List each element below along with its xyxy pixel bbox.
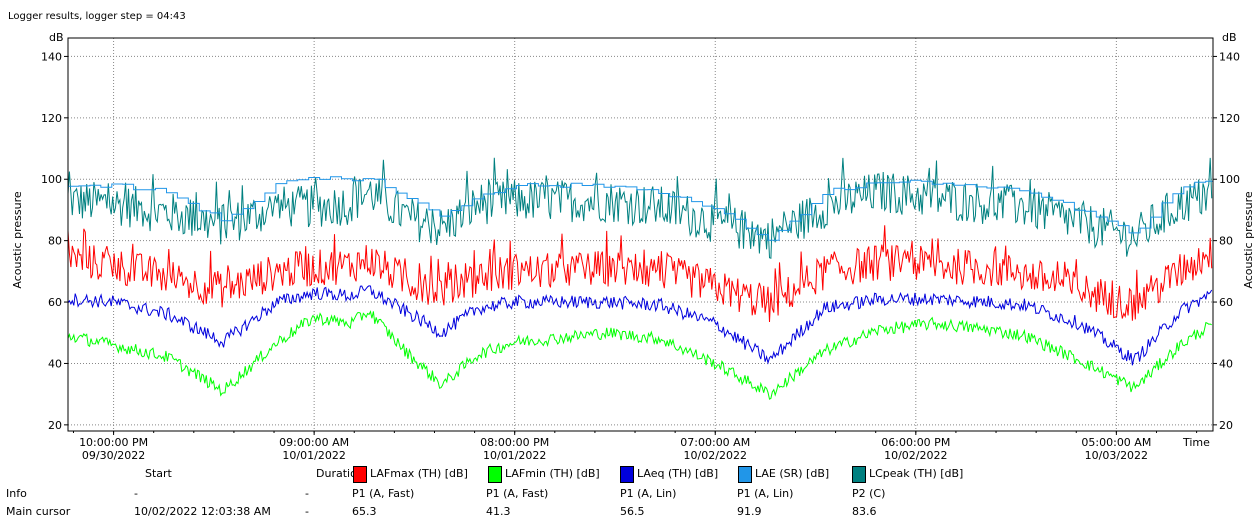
x-tick-label-date: 10/02/2022 bbox=[884, 449, 947, 462]
series-lines bbox=[67, 157, 1213, 400]
x-tick-label-date: 10/01/2022 bbox=[483, 449, 546, 462]
left-unit-label: dB bbox=[49, 31, 64, 44]
x-tick-label-date: 10/01/2022 bbox=[282, 449, 345, 462]
chart-title: Logger results, logger step = 04:43 bbox=[8, 11, 186, 22]
main-cursor-start: 10/02/2022 12:03:38 AM bbox=[134, 505, 271, 518]
legend-swatch-laeq[interactable] bbox=[620, 466, 634, 483]
legend-label-laeq[interactable]: LAeq (TH) [dB] bbox=[637, 467, 719, 480]
y-axis-ticks: 20 20 40 40 60 60 80 80 100 100 120 120 140 140 bbox=[41, 50, 1240, 431]
legend-label-lafmin[interactable]: LAFmin (TH) [dB] bbox=[505, 467, 600, 480]
legend-swatch-lae[interactable] bbox=[738, 466, 752, 483]
y-tick-label-left: 140 bbox=[41, 50, 62, 63]
right-axis-title: Acoustic pressure bbox=[1242, 191, 1255, 288]
y-tick-label-left: 20 bbox=[48, 419, 62, 432]
logger-chart[interactable]: Logger results, logger step = 04:43 dB d… bbox=[0, 0, 1257, 466]
laeq-line bbox=[67, 285, 1213, 366]
y-tick-label-right: 60 bbox=[1219, 296, 1233, 309]
grid-lines bbox=[68, 38, 1213, 431]
y-tick-label-left: 100 bbox=[41, 173, 62, 186]
info-row-label: Info bbox=[6, 487, 27, 500]
y-tick-label-right: 140 bbox=[1219, 50, 1240, 63]
x-tick-label-time: 10:00:00 PM bbox=[79, 436, 148, 449]
x-tick-label-date: 10/02/2022 bbox=[684, 449, 747, 462]
lafmin-line bbox=[67, 310, 1212, 400]
legend-label-lafmax[interactable]: LAFmax (TH) [dB] bbox=[370, 467, 468, 480]
legend-table: Start Duration LAFmax (TH) [dB] LAFmin (… bbox=[0, 466, 1257, 518]
x-tick-label-time: 05:00:00 AM bbox=[1081, 436, 1151, 449]
info-duration: - bbox=[305, 487, 309, 500]
cursor-value-lafmax: 65.3 bbox=[352, 505, 377, 518]
legend-label-lae[interactable]: LAE (SR) [dB] bbox=[755, 467, 830, 480]
lcpeak-line bbox=[67, 157, 1213, 259]
lafmax-line bbox=[67, 225, 1213, 323]
main-cursor-duration: - bbox=[305, 505, 309, 518]
info-lcpeak: P2 (C) bbox=[852, 487, 886, 500]
duration-header: Duration bbox=[316, 467, 364, 480]
time-axis-title: Time bbox=[1182, 436, 1210, 449]
x-tick-label-date: 09/30/2022 bbox=[82, 449, 145, 462]
legend-swatch-lcpeak[interactable] bbox=[852, 466, 866, 483]
left-axis-title: Acoustic pressure bbox=[11, 191, 24, 288]
x-tick-label-date: 10/03/2022 bbox=[1085, 449, 1148, 462]
info-laeq: P1 (A, Lin) bbox=[620, 487, 677, 500]
info-lae: P1 (A, Lin) bbox=[737, 487, 794, 500]
y-tick-label-left: 60 bbox=[48, 296, 62, 309]
cursor-value-lae: 91.9 bbox=[737, 505, 762, 518]
x-tick-label-time: 08:00:00 PM bbox=[480, 436, 549, 449]
x-tick-label-time: 06:00:00 PM bbox=[881, 436, 950, 449]
info-start: - bbox=[134, 487, 138, 500]
y-tick-label-left: 40 bbox=[48, 357, 62, 370]
y-tick-label-right: 20 bbox=[1219, 419, 1233, 432]
start-header: Start bbox=[145, 467, 172, 480]
y-tick-label-left: 120 bbox=[41, 112, 62, 125]
x-tick-label-time: 09:00:00 AM bbox=[279, 436, 349, 449]
cursor-value-lafmin: 41.3 bbox=[486, 505, 511, 518]
cursor-value-lcpeak: 83.6 bbox=[852, 505, 877, 518]
main-cursor-row-label: Main cursor bbox=[6, 505, 71, 518]
legend-swatch-lafmax[interactable] bbox=[353, 466, 367, 483]
cursor-value-laeq: 56.5 bbox=[620, 505, 645, 518]
right-unit-label: dB bbox=[1222, 31, 1237, 44]
y-tick-label-left: 80 bbox=[48, 235, 62, 248]
legend-label-lcpeak[interactable]: LCpeak (TH) [dB] bbox=[869, 467, 964, 480]
lae-line bbox=[68, 176, 1213, 241]
x-tick-label-time: 07:00:00 AM bbox=[680, 436, 750, 449]
legend-swatch-lafmin[interactable] bbox=[488, 466, 502, 483]
y-tick-label-right: 100 bbox=[1219, 173, 1240, 186]
y-tick-label-right: 80 bbox=[1219, 235, 1233, 248]
plot-frame bbox=[67, 37, 1214, 432]
y-tick-label-right: 120 bbox=[1219, 112, 1240, 125]
info-lafmin: P1 (A, Fast) bbox=[486, 487, 549, 500]
info-lafmax: P1 (A, Fast) bbox=[352, 487, 415, 500]
y-tick-label-right: 40 bbox=[1219, 357, 1233, 370]
